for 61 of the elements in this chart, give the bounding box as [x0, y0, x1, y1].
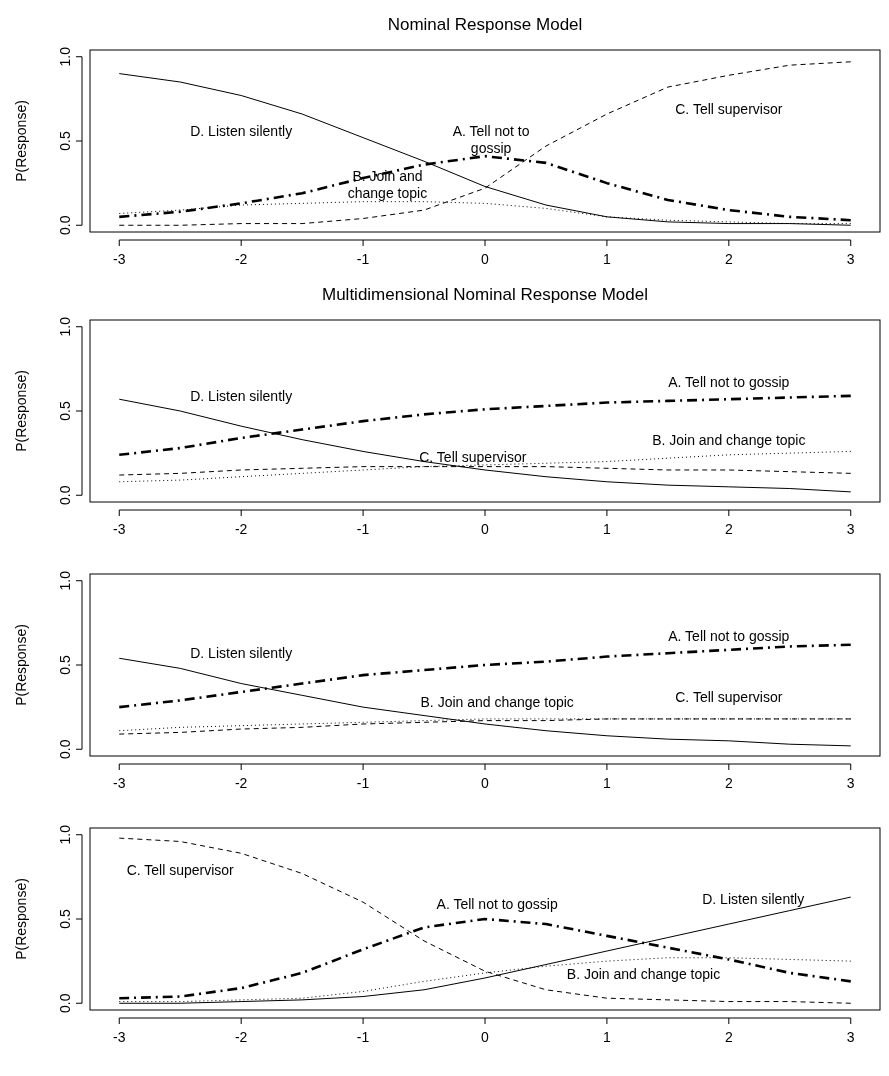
series-label: D. Listen silently	[190, 122, 293, 139]
x-tick-label: -2	[234, 521, 248, 537]
series-label: B. Join and change topic	[566, 965, 721, 982]
series-label: C. Tell supervisor	[675, 100, 783, 117]
x-tick-label: -3	[113, 775, 126, 791]
y-tick-label: 1.0	[57, 46, 73, 67]
x-tick-label: 2	[724, 1029, 733, 1045]
series-label: D. Listen silently	[190, 645, 293, 662]
x-tick-label: 1	[603, 1029, 612, 1045]
x-tick-label: 0	[481, 521, 490, 537]
x-tick-label: 0	[481, 775, 490, 791]
y-tick-label: 0.0	[57, 739, 73, 759]
y-axis-title: P(Response)	[13, 878, 29, 960]
series-label: B. Join and change topic	[420, 694, 574, 711]
x-tick-label: 3	[846, 521, 855, 537]
series-label: A. Tell not to gossip	[668, 374, 790, 391]
x-tick-label: -1	[356, 775, 370, 791]
x-tick-label: -3	[113, 1029, 126, 1045]
x-tick-label: 2	[724, 521, 733, 537]
y-tick-label: 1.0	[57, 824, 73, 845]
y-tick-label: 1.0	[57, 316, 73, 337]
series-label: C. Tell supervisor	[675, 689, 783, 706]
x-tick-label: -3	[113, 251, 126, 267]
x-tick-label: -2	[234, 251, 248, 267]
y-axis-title: P(Response)	[13, 624, 29, 706]
x-tick-label: 2	[724, 775, 733, 791]
chart-title: Multidimensional Nominal Response Model	[322, 285, 648, 304]
y-tick-label: 0.0	[57, 993, 73, 1013]
x-tick-label: -3	[113, 521, 126, 537]
x-tick-label: -2	[234, 1029, 248, 1045]
x-tick-label: -2	[234, 775, 248, 791]
y-tick-label: 1.0	[57, 570, 73, 591]
series-label: A. Tell not to gossip	[436, 895, 558, 912]
y-tick-label: 0.0	[57, 485, 73, 505]
series-label: A. Tell not to gossip	[452, 122, 530, 156]
x-tick-label: -1	[356, 521, 370, 537]
y-axis-title: P(Response)	[13, 370, 29, 452]
y-tick-label: 0.5	[57, 909, 73, 929]
x-tick-label: 3	[846, 1029, 855, 1045]
y-tick-label: 0.5	[57, 131, 73, 151]
y-tick-label: 0.5	[57, 655, 73, 675]
chart-title: Nominal Response Model	[387, 15, 583, 34]
x-tick-label: 1	[603, 775, 612, 791]
x-tick-label: 0	[481, 1029, 490, 1045]
x-tick-label: 3	[846, 251, 855, 267]
y-tick-label: 0.5	[57, 401, 73, 421]
series-label: A. Tell not to gossip	[668, 628, 790, 645]
series-label: C. Tell supervisor	[419, 448, 527, 465]
x-tick-label: -1	[356, 251, 370, 267]
x-tick-label: -1	[356, 1029, 370, 1045]
x-tick-label: 1	[603, 521, 612, 537]
x-tick-label: 0	[481, 251, 490, 267]
x-tick-label: 2	[724, 251, 733, 267]
x-tick-label: 1	[603, 251, 612, 267]
y-tick-label: 0.0	[57, 215, 73, 235]
series-label: C. Tell supervisor	[126, 862, 235, 879]
series-label: D. Listen silently	[702, 890, 805, 907]
series-label: D. Listen silently	[190, 387, 293, 404]
y-axis-title: P(Response)	[13, 100, 29, 182]
x-tick-label: 3	[846, 775, 855, 791]
series-label: B. Join and change topic	[652, 431, 806, 448]
